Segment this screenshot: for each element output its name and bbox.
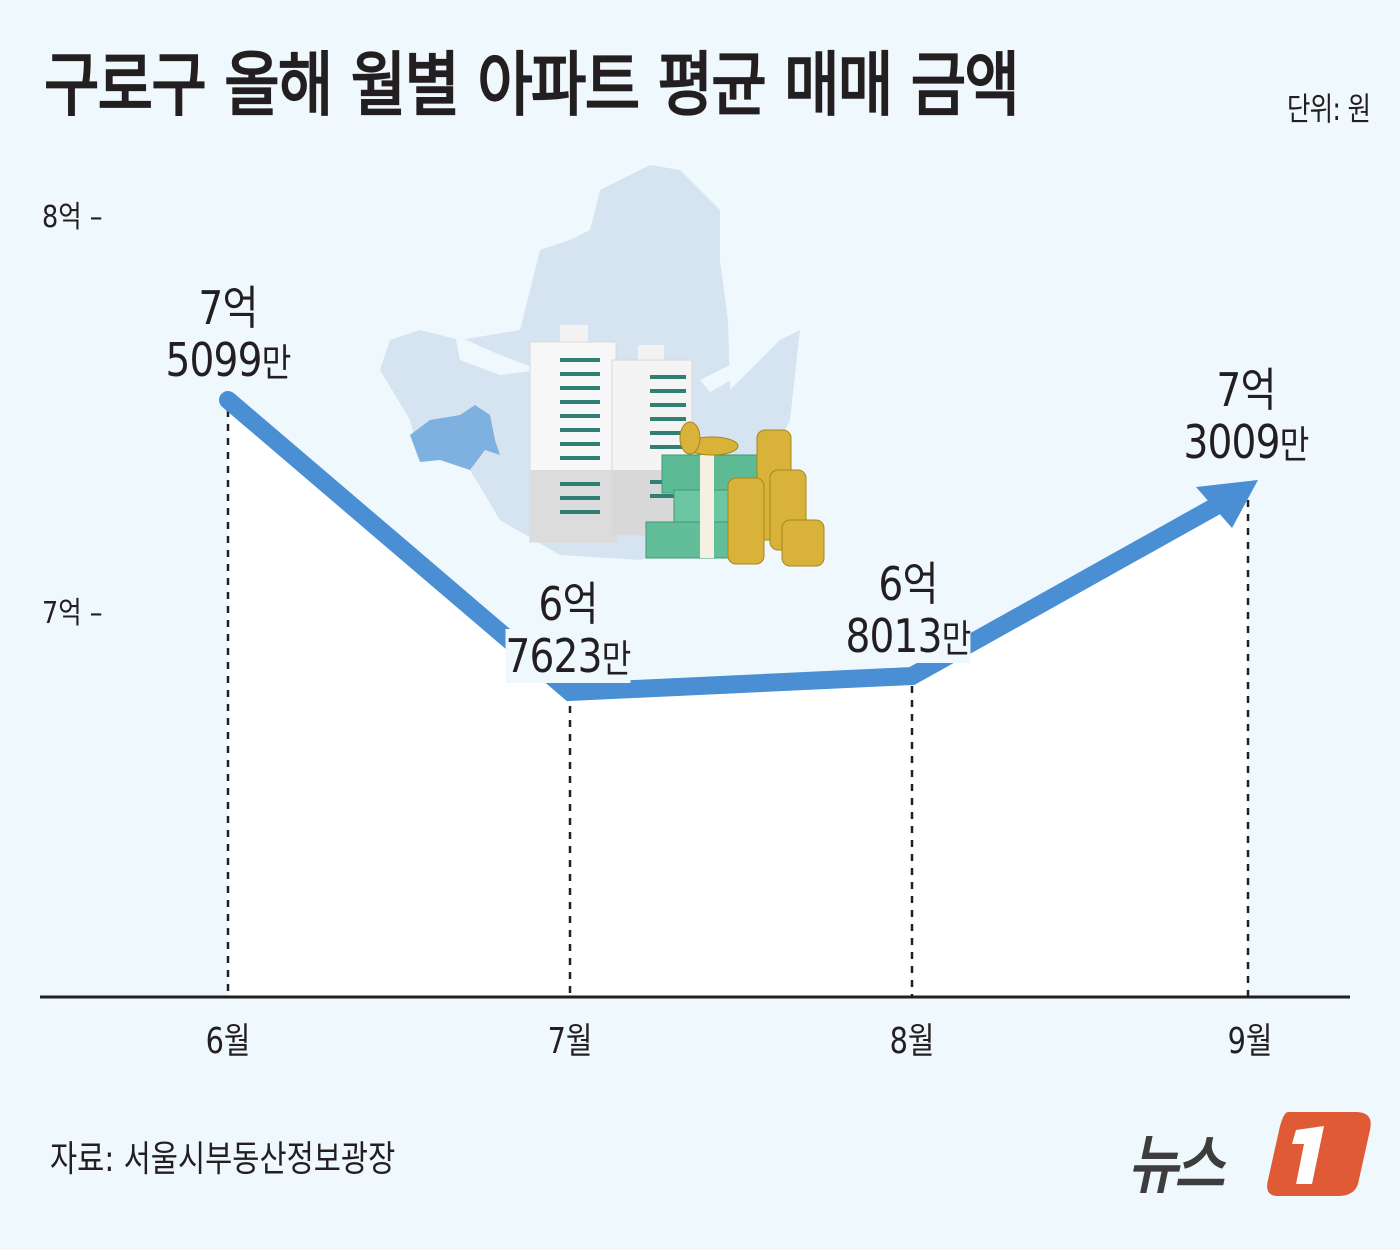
river-icon: [455, 335, 540, 375]
area-fill: [228, 400, 1248, 997]
x-tick-june: 6월: [205, 1021, 251, 1062]
source-note: 자료: 서울시부동산정보광장: [50, 1139, 396, 1180]
guro-highlight: [410, 405, 500, 470]
arrow-head-icon: [1196, 480, 1258, 528]
label-man-num: 5099: [165, 333, 263, 387]
label-man-unit: 만: [1279, 423, 1310, 467]
series-line: [219, 391, 1227, 702]
label-eok: 7억: [1216, 363, 1276, 417]
chart-title: 구로구 올해 월별 아파트 평균 매매 금액: [44, 44, 1020, 126]
x-tick-august: 8월: [889, 1021, 935, 1062]
logo-mark-icon: [1267, 1112, 1371, 1196]
logo-text: 뉴스: [1128, 1129, 1225, 1203]
label-man-num: 3009: [1183, 415, 1281, 469]
x-tick-july: 7월: [547, 1021, 593, 1062]
data-label-june: 7억 5099만: [165, 281, 292, 389]
unit-label: 단위: 원: [1286, 90, 1371, 128]
data-label-july: 6억 7623만: [505, 577, 632, 685]
label-man-num: 7623: [505, 629, 603, 683]
label-eok: 6억: [878, 557, 938, 611]
label-man-unit: 만: [261, 341, 292, 385]
data-label-august: 6억 8013만: [845, 557, 972, 665]
river-icon: [700, 350, 760, 392]
news1-logo: 뉴스: [1128, 1108, 1378, 1203]
label-eok: 7억: [198, 281, 258, 335]
y-tick-8eok: 8억 –: [42, 200, 103, 235]
y-tick-7eok: 7억 –: [42, 596, 103, 631]
label-man-unit: 만: [941, 617, 972, 661]
x-tick-september: 9월: [1227, 1021, 1273, 1062]
data-label-september: 7억 3009만: [1183, 363, 1310, 471]
cash-and-coins-icon: [645, 421, 825, 567]
label-man-num: 8013: [845, 609, 943, 663]
label-eok: 6억: [538, 577, 598, 631]
label-man-unit: 만: [601, 637, 632, 681]
drop-lines: [226, 410, 1250, 997]
